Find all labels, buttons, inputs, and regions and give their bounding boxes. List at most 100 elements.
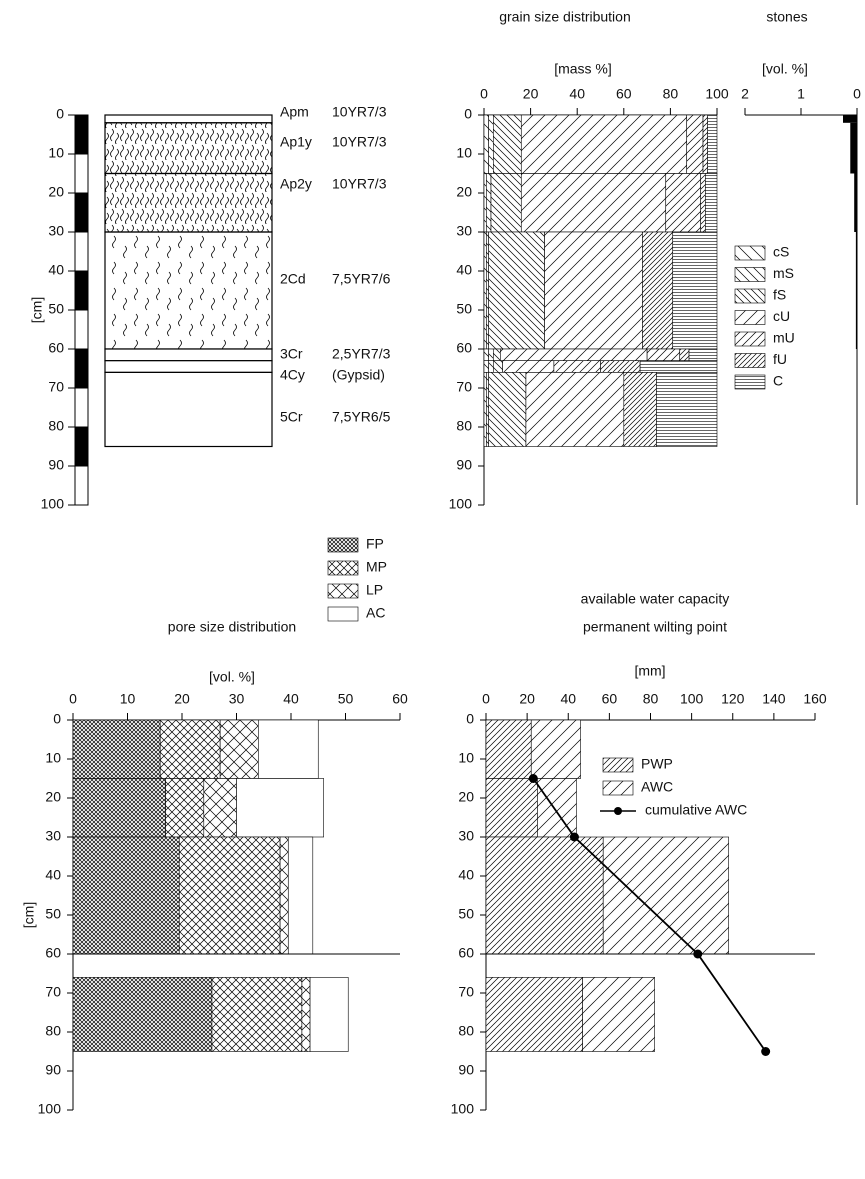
bar-segment [488,231,545,350]
y-tick-label: 100 [451,1101,475,1117]
bar-segment [301,977,311,1052]
scale-segment [74,348,89,389]
scale-segment [74,387,89,428]
legend-label: cS [773,244,789,260]
legend-label: fS [773,287,786,303]
legend-label: MP [366,559,387,575]
bar-segment [639,360,718,373]
y-tick-label: 100 [449,496,473,512]
bar-segment [544,231,643,350]
bar-segment [485,977,583,1052]
bar-segment [502,360,555,373]
bar-segment [493,114,522,174]
bar-segment [485,719,532,779]
x-axis-label: [mm] [634,663,665,679]
scale-segment [74,426,89,467]
horizon-name: 5Cr [280,409,303,425]
horizon-name: 3Cr [280,346,303,362]
y-tick-label: 0 [464,106,472,122]
bar-segment [656,372,718,447]
legend-swatch [734,331,766,347]
y-tick-label: 20 [48,184,64,200]
y-tick-label: 70 [45,984,61,1000]
y-tick-label: 30 [45,828,61,844]
y-tick-label: 90 [45,1062,61,1078]
y-tick-label: 100 [38,1101,62,1117]
horizon-name: 4Cy [280,367,305,383]
bar-segment [602,836,729,955]
legend-marker [614,807,622,815]
legend-label: LP [366,582,383,598]
bar-segment [257,719,319,779]
bar-segment [488,114,494,174]
y-tick-label: 10 [48,145,64,161]
horizon-name: Ap2y [280,176,312,192]
y-tick-label: 80 [45,1023,61,1039]
bar-segment [623,372,657,447]
bar-segment [287,836,314,955]
x-axis-label: [mass %] [554,61,612,77]
bar-segment [665,173,701,233]
legend-label: C [773,373,783,389]
y-tick-label: 70 [456,379,472,395]
bar-segment [72,977,213,1052]
y-axis-label: [cm] [21,902,37,928]
bar [843,115,857,123]
horizon-color: (Gypsid) [332,367,385,383]
bar-segment [483,231,487,350]
scale-segment [74,153,89,194]
bar-segment [553,360,601,373]
y-tick-label: 90 [48,457,64,473]
chart-title: pore size distribution [168,619,296,635]
scale-segment [74,309,89,350]
bar-segment [72,836,180,955]
line-point [528,774,538,783]
y-tick-label: 30 [458,828,474,844]
scale-segment [74,114,89,155]
legend-swatch [734,374,766,390]
chart-title: grain size distribution [499,9,631,25]
bar [850,122,857,174]
bar-segment [178,836,281,955]
bar-segment [159,719,221,779]
horizon-name: 2Cd [280,271,306,287]
y-tick-label: 70 [458,984,474,1000]
legend-swatch [327,537,359,553]
y-tick-label: 60 [45,945,61,961]
bar-segment [600,360,641,373]
bar-segment [165,778,205,838]
bar-segment [493,360,503,373]
y-tick-label: 50 [456,301,472,317]
line [532,777,767,1053]
y-tick-label: 20 [456,184,472,200]
legend-swatch [734,267,766,282]
horizon [104,348,273,362]
bar-segment [686,114,704,174]
scale-segment [74,192,89,233]
bar-segment [485,778,538,838]
y-tick-label: 60 [456,340,472,356]
horizon [104,360,273,374]
y-tick-label: 30 [48,223,64,239]
y-tick-label: 70 [48,379,64,395]
legend-swatch [734,310,766,325]
bar-segment [520,173,667,233]
y-tick-label: 90 [458,1062,474,1078]
y-tick-label: 90 [456,457,472,473]
scale-segment [74,465,89,506]
x-tick-label: 0 [853,86,861,102]
x-tick-label: 40 [283,691,299,707]
y-tick-label: 0 [56,106,64,122]
x-tick-label: 40 [569,86,585,102]
bar-segment [488,360,494,373]
x-axis-label: [vol. %] [209,669,255,685]
bar [854,173,857,232]
y-tick-label: 10 [458,750,474,766]
legend-label: AWC [641,779,673,795]
legend-label: cumulative AWC [645,802,747,818]
horizon-color: 2,5YR7/3 [332,346,391,362]
y-tick-label: 10 [456,145,472,161]
y-tick-label: 50 [458,906,474,922]
horizon-color: 10YR7/3 [332,134,387,150]
x-tick-label: 100 [705,86,729,102]
